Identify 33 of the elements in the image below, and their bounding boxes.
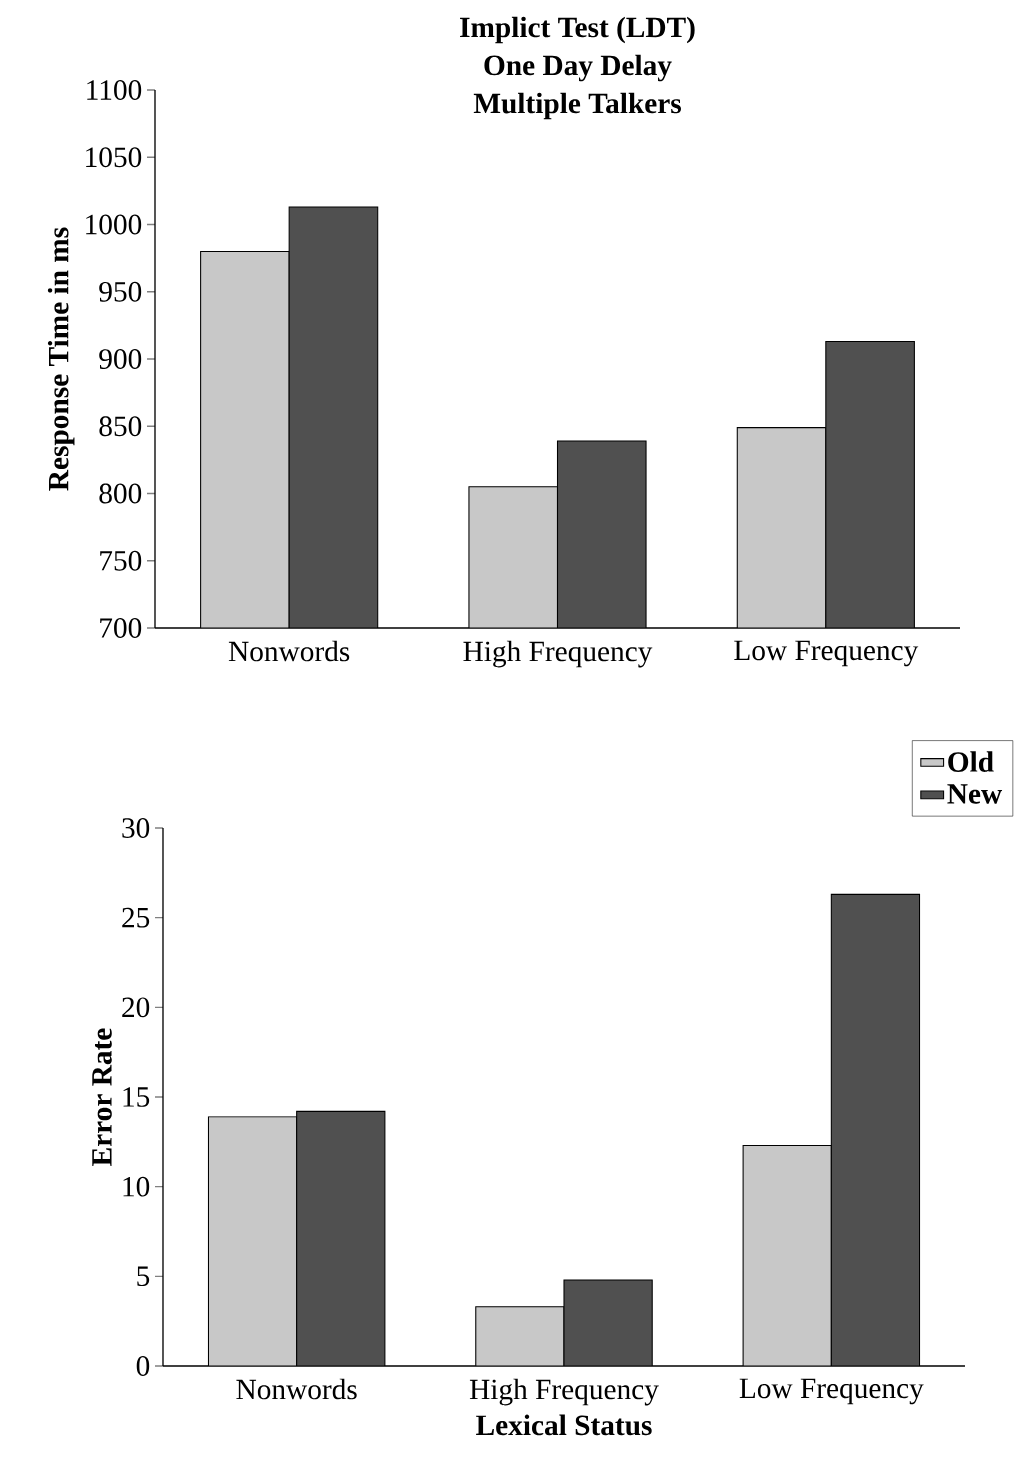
y-tick-label: 900	[99, 349, 142, 369]
y-tick-label: 1050	[86, 147, 142, 168]
y-tick-label: 700	[100, 618, 142, 638]
legend-label: New	[947, 784, 1003, 804]
chart-subtitle: One Day Delay	[484, 54, 672, 82]
y-axis-title: Error Rate	[92, 1028, 112, 1166]
x-tick-label: High Frequency	[469, 1378, 659, 1406]
x-tick-label: Low Frequency	[739, 1378, 924, 1405]
legend-label: Old	[948, 751, 994, 772]
x-tick-label: Nonwords	[228, 640, 350, 662]
y-tick-label: 0	[136, 1356, 150, 1376]
x-tick-label: Nonwords	[236, 1378, 357, 1400]
x-tick-label: High Frequency	[463, 640, 653, 668]
y-tick-label: 15	[123, 1087, 150, 1107]
x-axis-title: Lexical Status	[476, 1414, 652, 1436]
annotation: Multiple Talkers	[473, 92, 681, 120]
y-tick-label: 25	[122, 907, 150, 928]
y-tick-label: 30	[122, 818, 150, 838]
y-tick-label: 950	[99, 281, 142, 302]
y-tick-label: 750	[100, 550, 142, 571]
x-tick-label: Low Frequency	[734, 640, 919, 667]
chart-title: Implict Test (LDT)	[460, 16, 695, 44]
bar	[830, 893, 921, 1367]
y-tick-label: 5	[137, 1266, 150, 1287]
y-tick-label: 1100	[87, 80, 142, 100]
y-tick-label: 10	[123, 1176, 150, 1197]
bar	[563, 1279, 653, 1367]
y-tick-label: 850	[99, 416, 142, 437]
y-tick-label: 800	[99, 483, 142, 504]
y-axis-title: Response Time in ms	[47, 227, 75, 491]
y-tick-label: 1000	[86, 214, 142, 235]
y-tick-label: 20	[122, 997, 150, 1018]
bar	[296, 1110, 386, 1367]
